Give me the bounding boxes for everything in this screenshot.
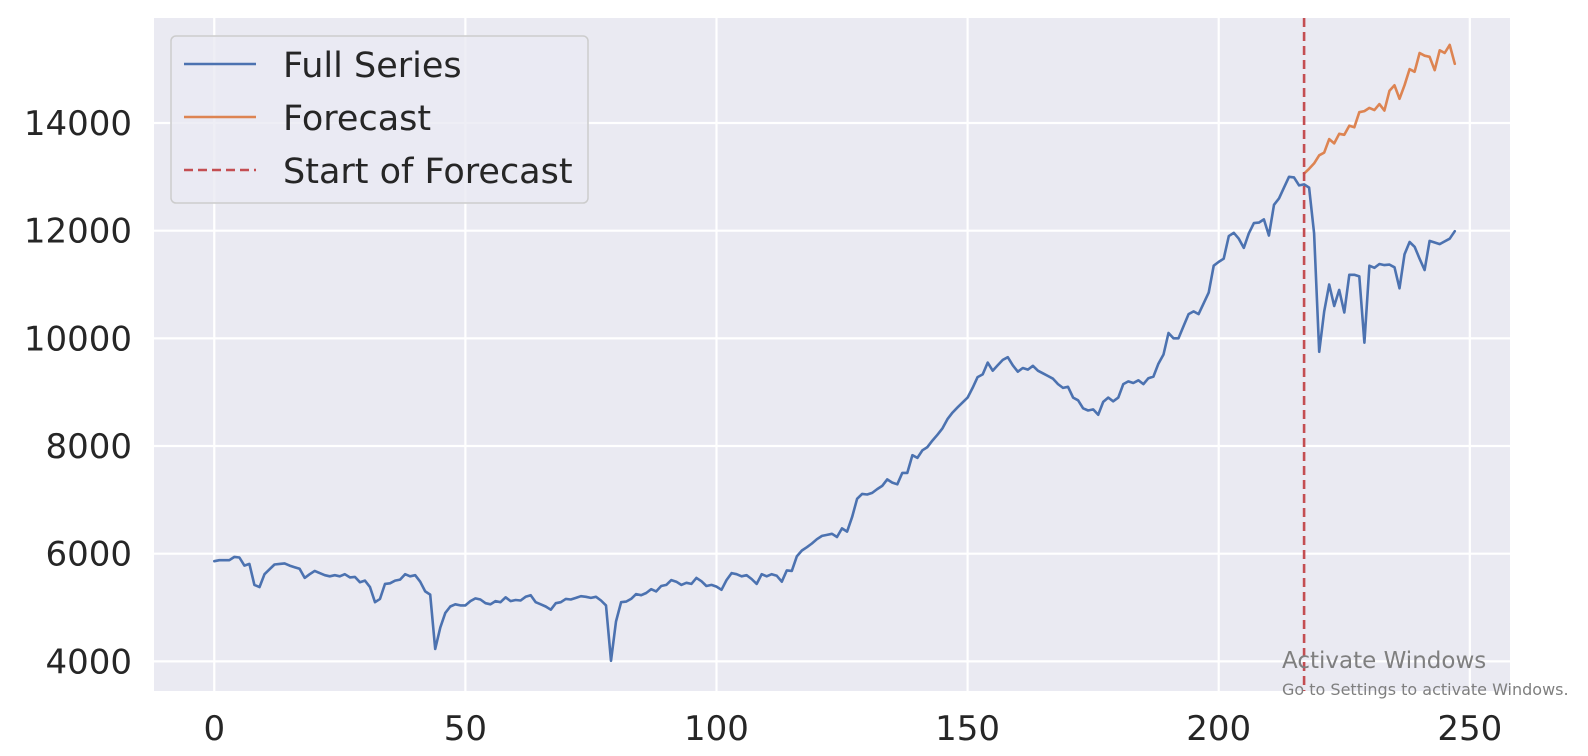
x-tick-label: 0 — [203, 709, 225, 749]
y-tick-label: 4000 — [45, 642, 132, 682]
series-line-forecast — [1302, 43, 1457, 175]
y-tick-label: 12000 — [24, 212, 132, 252]
y-tick-label: 14000 — [24, 104, 132, 144]
legend-box — [170, 35, 589, 204]
legend-label-full-series: Full Series — [283, 46, 462, 86]
legend: Full Series Forecast Start of Forecast — [170, 35, 589, 204]
grid-lines — [154, 18, 1510, 691]
y-tick-label: 8000 — [45, 427, 132, 467]
series-lines — [213, 43, 1457, 663]
x-tick-label: 50 — [444, 709, 487, 749]
tick-labels: 0 50 100 150 200 250 4000 6000 8000 10000 12000 140… — [24, 104, 1502, 749]
activation-watermark: Activate Windows Go to Settings to activ… — [1282, 648, 1569, 699]
series-line-full-series — [213, 175, 1457, 663]
watermark-subtitle: Go to Settings to activate Windows. — [1282, 680, 1569, 699]
y-tick-label: 10000 — [24, 319, 132, 359]
legend-label-forecast-start: Start of Forecast — [283, 152, 573, 192]
watermark-title: Activate Windows — [1282, 648, 1486, 674]
x-tick-label: 150 — [935, 709, 1000, 749]
legend-label-forecast: Forecast — [283, 99, 431, 139]
x-tick-label: 250 — [1437, 709, 1502, 749]
x-tick-label: 200 — [1186, 709, 1251, 749]
y-tick-label: 6000 — [45, 535, 132, 575]
x-tick-label: 100 — [684, 709, 749, 749]
